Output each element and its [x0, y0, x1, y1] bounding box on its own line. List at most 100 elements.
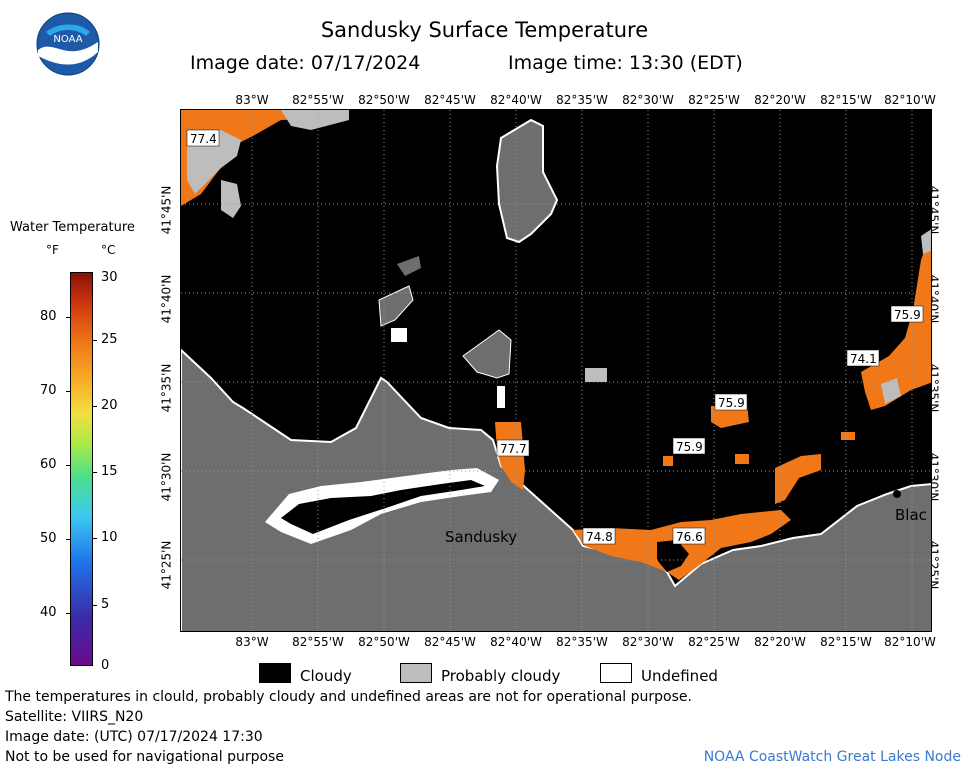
lon-label-bottom: 82°30'W	[622, 635, 674, 649]
lon-label-top: 82°15'W	[820, 93, 872, 107]
lon-label-bottom: 82°55'W	[292, 635, 344, 649]
undefined-swatch	[600, 663, 632, 683]
island	[495, 118, 559, 244]
cloudy-area	[281, 480, 485, 534]
f-tick-80: 80	[40, 309, 57, 324]
noaa-logo-icon: NOAA	[36, 12, 100, 76]
probably-cloudy-area	[281, 110, 349, 130]
f-tick-mark	[66, 391, 70, 392]
island	[462, 329, 512, 379]
lon-label-bottom: 82°35'W	[556, 635, 608, 649]
lon-label-top: 82°45'W	[424, 93, 476, 107]
lon-label-top: 82°50'W	[358, 93, 410, 107]
place-label-sandusky: Sandusky	[445, 528, 517, 546]
c-tick-15: 15	[101, 464, 118, 479]
lat-label-left: 41°30'N	[159, 452, 174, 502]
c-tick-5: 5	[101, 597, 110, 612]
temp-label: 76.6	[676, 530, 703, 544]
temp-label: 75.9	[894, 308, 921, 322]
f-tick-mark	[66, 613, 70, 614]
lon-label-bottom: 82°45'W	[424, 635, 476, 649]
cloudy-label: Cloudy	[300, 667, 352, 685]
lat-label-left: 41°35'N	[159, 363, 174, 413]
lon-label-bottom: 82°10'W	[884, 635, 936, 649]
temp-label: 77.4	[190, 132, 217, 146]
c-tick-0: 0	[101, 658, 110, 673]
lon-label-top: 82°55'W	[292, 93, 344, 107]
temp-label: 75.9	[718, 396, 745, 410]
warm-water-area	[573, 510, 791, 580]
note-utc-date: Image date: (UTC) 07/17/2024 17:30	[5, 729, 263, 745]
temp-label: 75.9	[676, 440, 703, 454]
graticule	[181, 110, 931, 631]
lon-label-top: 82°40'W	[490, 93, 542, 107]
c-tick-25: 25	[101, 332, 118, 347]
place-label-black: Blac	[895, 506, 927, 524]
f-tick-40: 40	[40, 605, 57, 620]
warm-water-area	[841, 432, 855, 440]
page-title: Sandusky Surface Temperature	[320, 18, 649, 42]
cloudy-area	[657, 540, 689, 572]
f-tick-50: 50	[40, 531, 57, 546]
probably-cloudy-area	[221, 180, 241, 218]
lon-label-bottom: 82°25'W	[688, 635, 740, 649]
temp-label: 77.7	[500, 442, 527, 456]
temperature-labels: 77.4 75.9 74.1 75.9 75.9 77.7 74.8 76.6	[186, 129, 924, 545]
probably-cloudy-area	[921, 229, 931, 254]
probably-cloudy-label: Probably cloudy	[441, 667, 561, 685]
map-svg: 77.4 75.9 74.1 75.9 75.9 77.7 74.8 76.6 …	[181, 110, 931, 631]
island	[397, 256, 421, 276]
f-tick-mark	[66, 539, 70, 540]
island	[378, 285, 414, 327]
image-time: Image time: 13:30 (EDT)	[508, 52, 743, 74]
c-tick-30: 30	[101, 270, 118, 285]
cloudy-swatch	[259, 663, 291, 683]
lon-label-bottom: 82°50'W	[358, 635, 410, 649]
note-operational: The temperatures in clould, probably clo…	[5, 689, 692, 705]
lat-label-left: 41°40'N	[159, 274, 174, 324]
lon-label-bottom: 82°40'W	[490, 635, 542, 649]
f-tick-mark	[66, 317, 70, 318]
lon-label-top: 82°20'W	[754, 93, 806, 107]
legend-unit-c: °C	[101, 243, 116, 257]
lon-label-top: 82°25'W	[688, 93, 740, 107]
svg-text:NOAA: NOAA	[53, 34, 82, 45]
c-tick-mark	[93, 605, 97, 606]
c-tick-mark	[93, 538, 97, 539]
warm-water-area	[775, 454, 821, 504]
lat-label-left: 41°25'N	[159, 540, 174, 590]
f-tick-70: 70	[40, 383, 57, 398]
city-marker-icon	[893, 490, 901, 498]
lon-label-top: 82°35'W	[556, 93, 608, 107]
legend-title: Water Temperature	[10, 220, 135, 235]
lon-label-bottom: 82°20'W	[754, 635, 806, 649]
undefined-label: Undefined	[641, 667, 718, 685]
c-tick-10: 10	[101, 530, 118, 545]
lon-label-top: 83°W	[235, 93, 269, 107]
c-tick-20: 20	[101, 398, 118, 413]
temp-label: 74.8	[586, 530, 613, 544]
warm-water-area	[663, 456, 673, 466]
c-tick-mark	[93, 406, 97, 407]
probably-cloudy-area	[881, 378, 901, 404]
sst-map: 77.4 75.9 74.1 75.9 75.9 77.7 74.8 76.6 …	[180, 109, 932, 632]
lat-label-left: 41°45'N	[159, 185, 174, 235]
c-tick-mark	[93, 340, 97, 341]
temperature-colorbar	[70, 272, 93, 666]
note-satellite: Satellite: VIIRS_N20	[5, 709, 144, 725]
lon-label-top: 82°10'W	[884, 93, 936, 107]
undefined-area	[391, 328, 407, 342]
undefined-area	[497, 386, 505, 408]
warm-water-area	[735, 454, 749, 464]
c-tick-mark	[93, 472, 97, 473]
lon-label-bottom: 82°15'W	[820, 635, 872, 649]
lon-label-bottom: 83°W	[235, 635, 269, 649]
credit-link[interactable]: NOAA CoastWatch Great Lakes Node	[703, 749, 961, 765]
note-navigation: Not to be used for navigational purpose	[5, 749, 284, 765]
legend-unit-f: °F	[46, 243, 59, 257]
probably-cloudy-swatch	[400, 663, 432, 683]
temp-label: 74.1	[850, 352, 877, 366]
f-tick-mark	[66, 465, 70, 466]
lon-label-top: 82°30'W	[622, 93, 674, 107]
probably-cloudy-area	[585, 368, 607, 382]
